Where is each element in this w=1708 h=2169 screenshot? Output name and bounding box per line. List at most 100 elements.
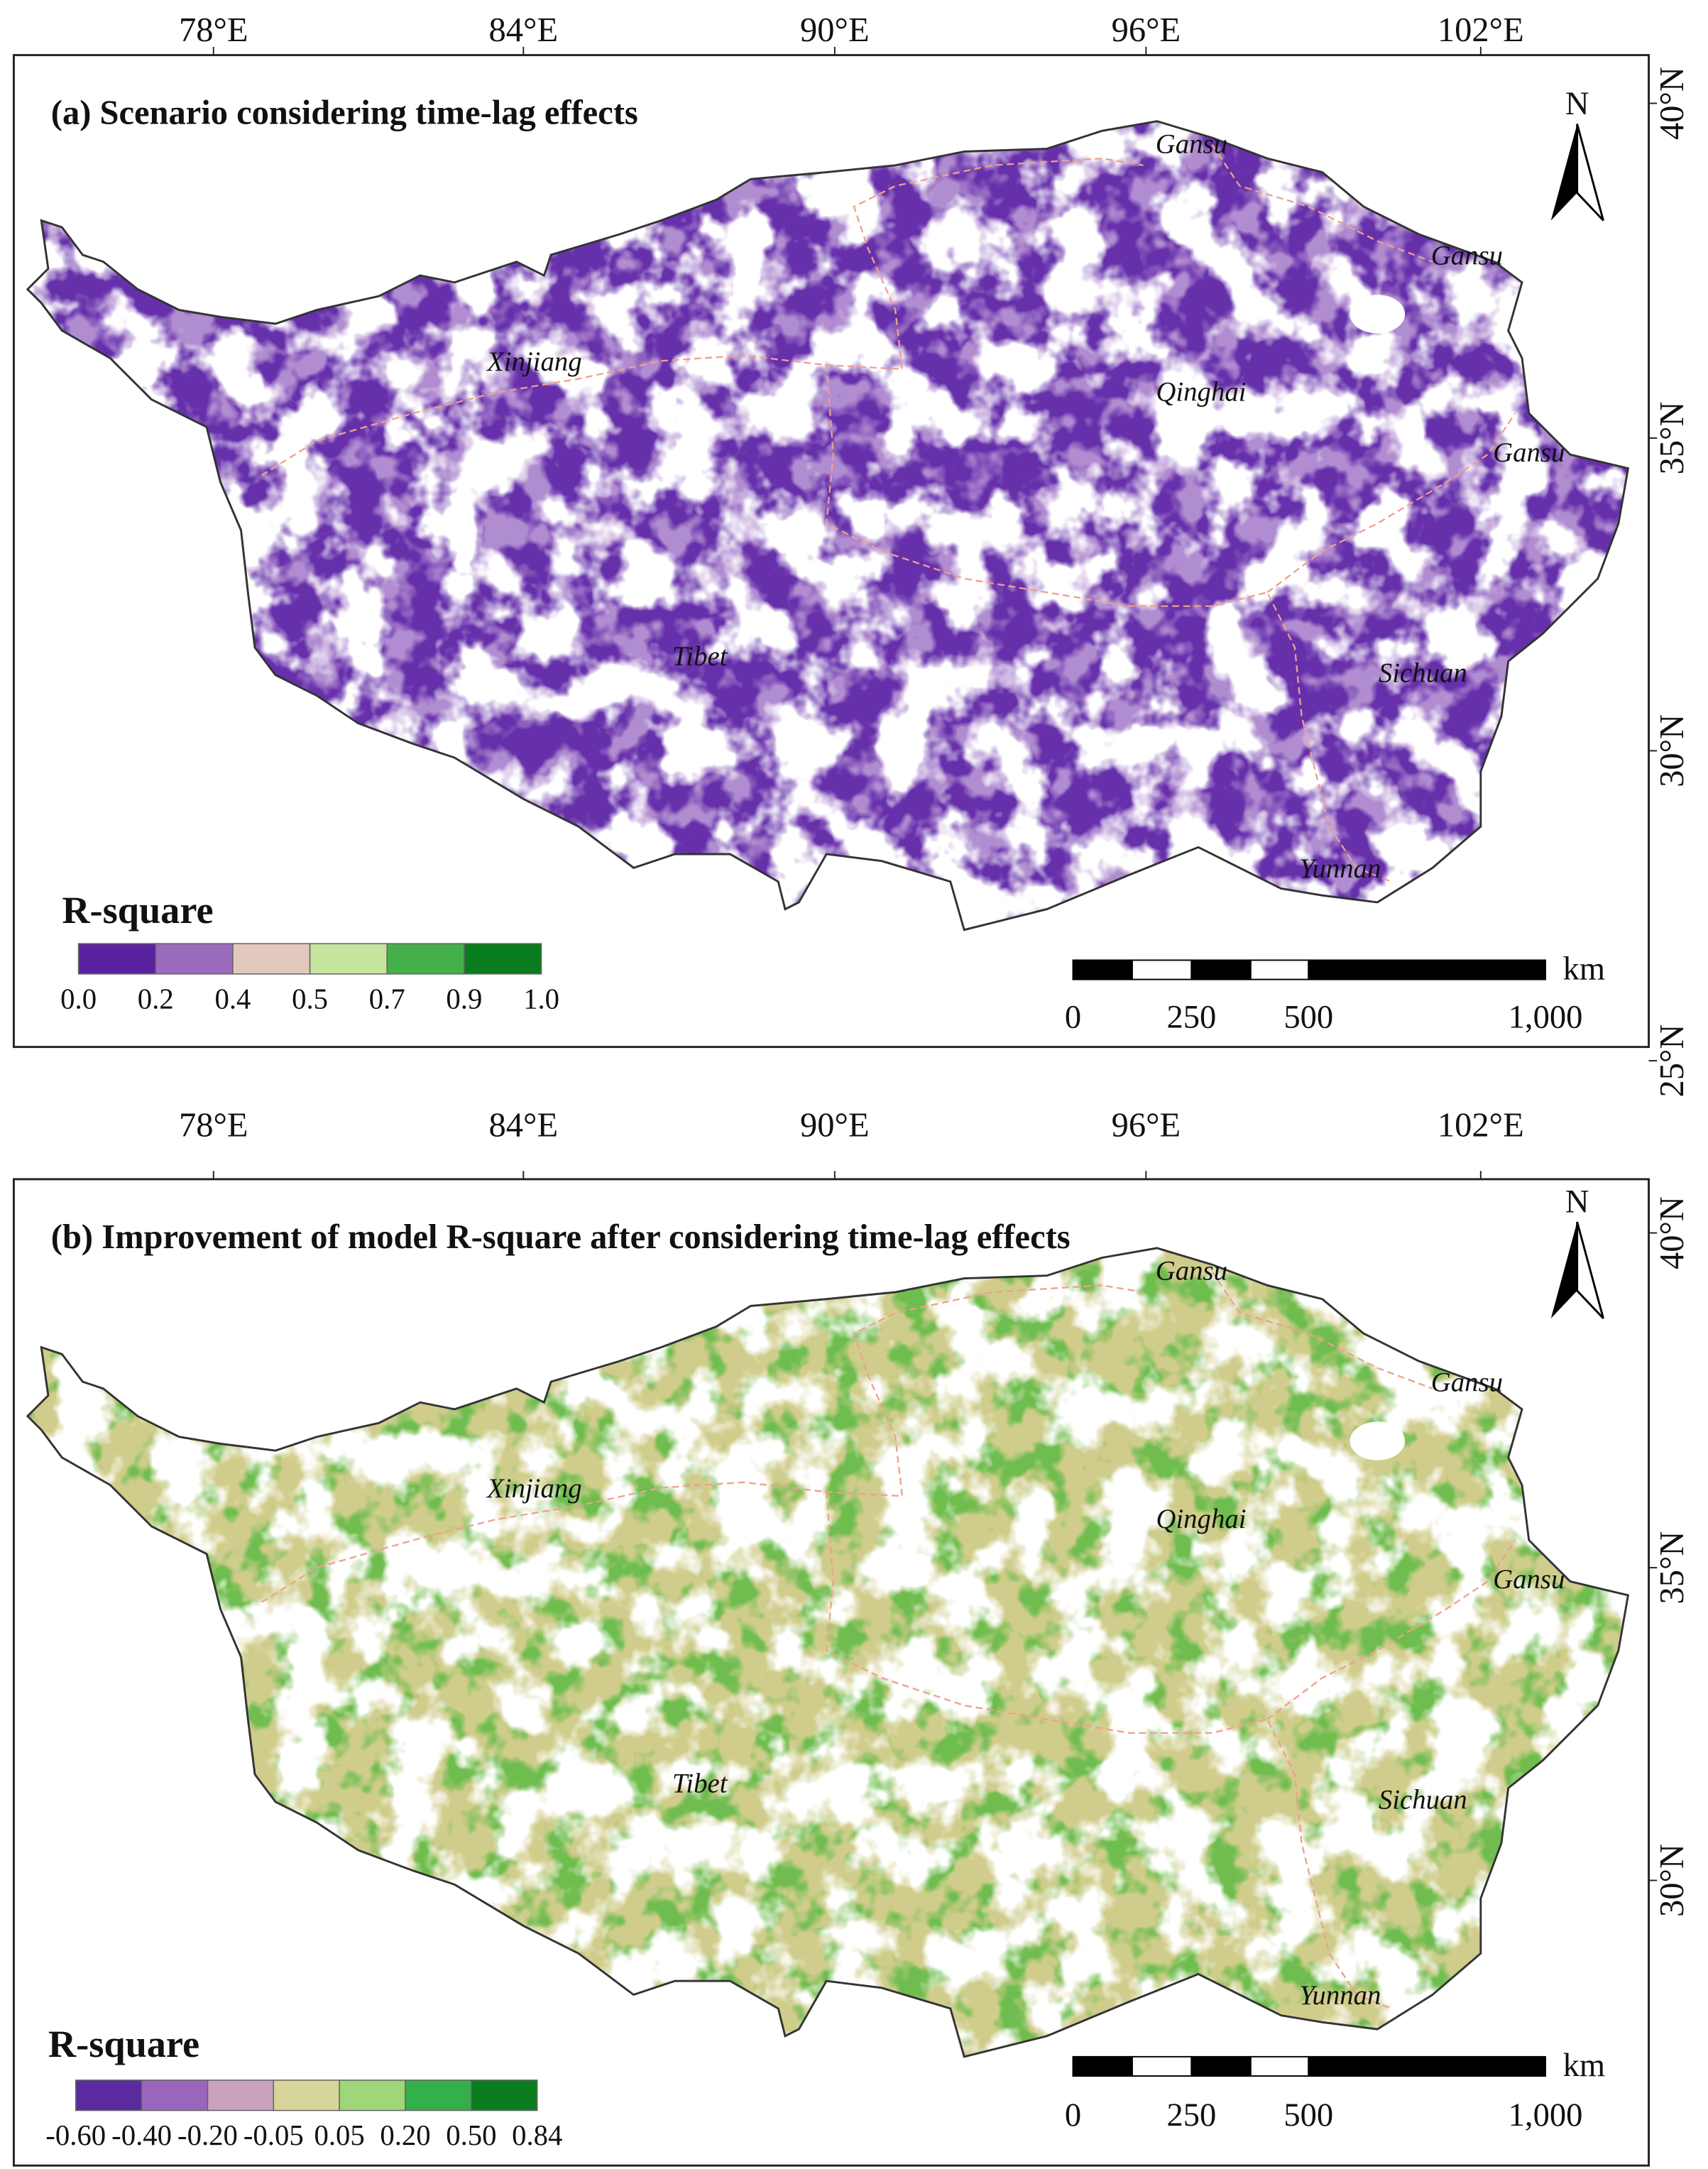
scale-segment (1308, 2055, 1546, 2077)
legend-swatch (207, 2080, 275, 2111)
lat-label: 40°N (1653, 1196, 1691, 1269)
plateau-outline (26, 120, 1630, 931)
lat-label: 30°N (1653, 1844, 1691, 1917)
legend-swatch (77, 943, 157, 975)
scale-segment (1131, 2055, 1193, 2077)
province-label: Qinghai (1156, 1504, 1246, 1534)
province-label: Sichuan (1379, 1785, 1467, 1815)
lon-label: 84°E (489, 1107, 559, 1144)
panel: 78°E 84°E 90°E 96°E 102°E 40°N 35°N 30°N (b) Imp… (12, 1107, 1691, 2167)
scale-label: 1,000 (1509, 2097, 1583, 2134)
legend-label: -0.40 (111, 2119, 172, 2151)
north-arrow-right (1576, 124, 1604, 222)
scale-label: 500 (1283, 2097, 1333, 2134)
north-arrow-left (1550, 1222, 1577, 1318)
scale-segment (1190, 2055, 1252, 2077)
legend-swatch (471, 2080, 538, 2111)
legend-label: 0.84 (512, 2119, 562, 2151)
lon-label: 96°E (1112, 11, 1181, 49)
map-raster (27, 1247, 1628, 2057)
legend-label: 0.7 (369, 983, 405, 1015)
map-gaps (27, 1247, 1628, 2057)
panel-title: (b) Improvement of model R-square after … (51, 1218, 1071, 1256)
scale-label: 250 (1166, 2097, 1216, 2134)
province-border (1266, 413, 1516, 594)
scale-label: 0 (1065, 999, 1081, 1035)
legend-swatch (141, 2080, 209, 2111)
panel-title: (a) Scenario considering time-lag effect… (51, 94, 638, 132)
map-frame (12, 1178, 1650, 2167)
legend-swatch (232, 943, 311, 975)
lake (1350, 1421, 1406, 1460)
province-border (825, 365, 1392, 883)
province-border (825, 1492, 1392, 2010)
lat-label: 30°N (1653, 714, 1691, 787)
province-label: Tibet (672, 1768, 728, 1798)
lat-label: 35°N (1653, 402, 1691, 475)
legend-swatch (386, 943, 465, 975)
legend-swatch (75, 2080, 143, 2111)
province-border (261, 1284, 1144, 1603)
legend-swatch (273, 2080, 340, 2111)
lon-label: 90°E (800, 1107, 870, 1144)
province-label: Yunnan (1299, 1980, 1381, 2011)
province-label: Gansu (1493, 1564, 1565, 1595)
legend-label: 0.2 (138, 983, 174, 1015)
north-arrow-left (1550, 124, 1577, 221)
scale-segment (1072, 959, 1133, 980)
province-label: Gansu (1431, 241, 1503, 271)
province-label: Xinjiang (486, 346, 582, 377)
panel: 78°E 84°E 90°E 96°E 102°E 40°N 35°N 30°N 25°N (a)… (12, 11, 1691, 1097)
scale-segment (1249, 959, 1310, 980)
legend-swatch (339, 2080, 406, 2111)
scale-segment (1308, 959, 1546, 980)
province-label: Qinghai (1156, 377, 1246, 408)
province-label: Sichuan (1379, 657, 1467, 688)
lat-label: 35°N (1653, 1531, 1691, 1605)
legend-label: 1.0 (523, 983, 559, 1015)
scale-unit: km (1563, 951, 1605, 988)
legend-swatch (309, 943, 388, 975)
lon-label: 102°E (1438, 1107, 1524, 1144)
province-border (261, 157, 1144, 476)
province-label: Gansu (1493, 437, 1565, 468)
legend-label: 0.9 (446, 983, 482, 1015)
scale-segment (1072, 2055, 1133, 2077)
lon-label: 102°E (1438, 11, 1524, 49)
legend-title: R-square (62, 889, 213, 931)
scale-label: 0 (1065, 2097, 1081, 2134)
legend-swatch (464, 943, 542, 975)
legend-label: 0.0 (60, 983, 97, 1015)
legend-swatch (155, 943, 234, 975)
province-label: Yunnan (1299, 853, 1381, 884)
province-label: Gansu (1156, 129, 1227, 159)
legend-label: -0.20 (177, 2119, 238, 2151)
province-label: Gansu (1156, 1256, 1227, 1286)
legend-label: 0.05 (314, 2119, 365, 2151)
scale-unit: km (1563, 2048, 1605, 2084)
province-border (1211, 1271, 1433, 1389)
scale-label: 1,000 (1509, 999, 1583, 1035)
province-label: Gansu (1431, 1367, 1503, 1398)
legend-label: -0.60 (45, 2119, 106, 2151)
north-arrow-right (1576, 1221, 1604, 1319)
province-border (1266, 1539, 1516, 1720)
lat-label: 40°N (1653, 67, 1691, 140)
legend-label: 0.4 (214, 983, 251, 1015)
plateau-outline (26, 1247, 1630, 2058)
scale-segment (1190, 959, 1252, 980)
province-label: Tibet (672, 641, 728, 672)
legend-label: 0.20 (380, 2119, 430, 2151)
map-frame (12, 54, 1650, 1049)
legend-label: 0.50 (446, 2119, 496, 2151)
north-label: N (1565, 86, 1589, 122)
province-label: Xinjiang (486, 1473, 582, 1504)
legend-label: 0.5 (292, 983, 328, 1015)
legend-label: -0.05 (243, 2119, 304, 2151)
lon-label: 78°E (179, 11, 248, 49)
legend-title: R-square (48, 2023, 199, 2065)
lon-label: 90°E (800, 11, 870, 49)
scale-segment (1249, 2055, 1310, 2077)
